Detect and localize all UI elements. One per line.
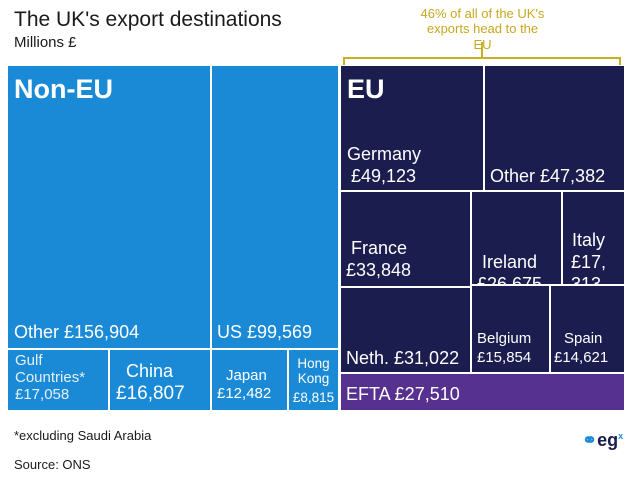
cell-belgium: Belgium £15,854 xyxy=(472,286,549,372)
cell-france: France £33,848 xyxy=(341,192,470,286)
cell-china: China £16,807 xyxy=(110,350,210,410)
cell-non-eu-other: Non-EU Other £156,904 xyxy=(8,66,210,348)
group-label-non-eu: Non-EU xyxy=(14,74,113,104)
cell-name: Spain xyxy=(564,330,603,347)
cell-value: £14,621 xyxy=(554,349,609,366)
cell-name: Italy xyxy=(572,230,606,250)
cell-name: Germany xyxy=(347,144,422,164)
cell-name-text: Ireland xyxy=(482,252,538,272)
cell-label: Gulf Countries* £17,058 xyxy=(15,352,105,403)
logo-swirl-icon: ⚭ xyxy=(582,430,598,450)
cell-italy: Italy £17, 313 xyxy=(563,192,624,284)
eu-bracket-tick xyxy=(481,42,483,58)
cell-name: France xyxy=(351,238,408,258)
cell-eu-other: Other £47,382 xyxy=(485,66,624,190)
cell-hong-kong: Hong Kong £8,815 xyxy=(289,350,338,410)
cell-value: £17, 313 xyxy=(571,252,607,284)
chart-title: The UK's export destinations xyxy=(14,8,282,31)
cell-value: £16,807 xyxy=(116,383,185,404)
cell-label: US £99,569 xyxy=(217,321,313,342)
cell-value: £12,482 xyxy=(217,385,272,402)
cell-value: £26,675 xyxy=(477,274,543,284)
cell-gulf: Gulf Countries* £17,058 xyxy=(8,350,108,410)
group-label-eu: EU xyxy=(347,74,385,104)
cell-name: Hong Kong xyxy=(297,356,330,387)
cell-name: China xyxy=(126,361,174,381)
cell-label: Neth. £31,022 xyxy=(346,348,460,368)
cell-label: Other £47,382 xyxy=(490,166,606,186)
cell-name: Ireland xyxy=(482,252,537,272)
cell-value: £8,815 xyxy=(292,390,335,405)
cell-us: US £99,569 xyxy=(212,66,338,348)
cell-name: Belgium xyxy=(477,330,532,347)
cell-value: £17,058 xyxy=(15,385,70,403)
source-note: Source: ONS xyxy=(14,457,91,472)
cell-spain: Spain £14,621 xyxy=(551,286,624,372)
eu-bracket xyxy=(343,57,621,59)
cell-value: £33,848 xyxy=(346,260,412,280)
eu-annotation: 46% of all of the UK's exports head to t… xyxy=(420,6,545,52)
cell-ireland: Ireland £26,675 xyxy=(472,192,561,284)
cell-efta: EFTA £27,510 xyxy=(341,374,624,410)
cell-value: £15,854 xyxy=(477,349,532,366)
cell-netherlands: Neth. £31,022 xyxy=(341,288,470,372)
cell-value: £49,123 xyxy=(351,166,417,186)
cell-label: EFTA £27,510 xyxy=(346,384,460,404)
eu-bracket-left xyxy=(343,57,345,65)
chart-subtitle: Millions £ xyxy=(14,34,77,51)
cell-label: Other £156,904 xyxy=(14,321,140,342)
cell-japan: Japan £12,482 xyxy=(212,350,287,410)
egx-logo: ⚭egx xyxy=(582,430,624,450)
footnote: *excluding Saudi Arabia xyxy=(14,428,152,443)
eu-bracket-right xyxy=(619,57,621,65)
cell-germany: EU Germany £49,123 xyxy=(341,66,483,190)
cell-name: Japan xyxy=(226,367,267,384)
cell-name: Gulf Countries* xyxy=(15,352,86,386)
